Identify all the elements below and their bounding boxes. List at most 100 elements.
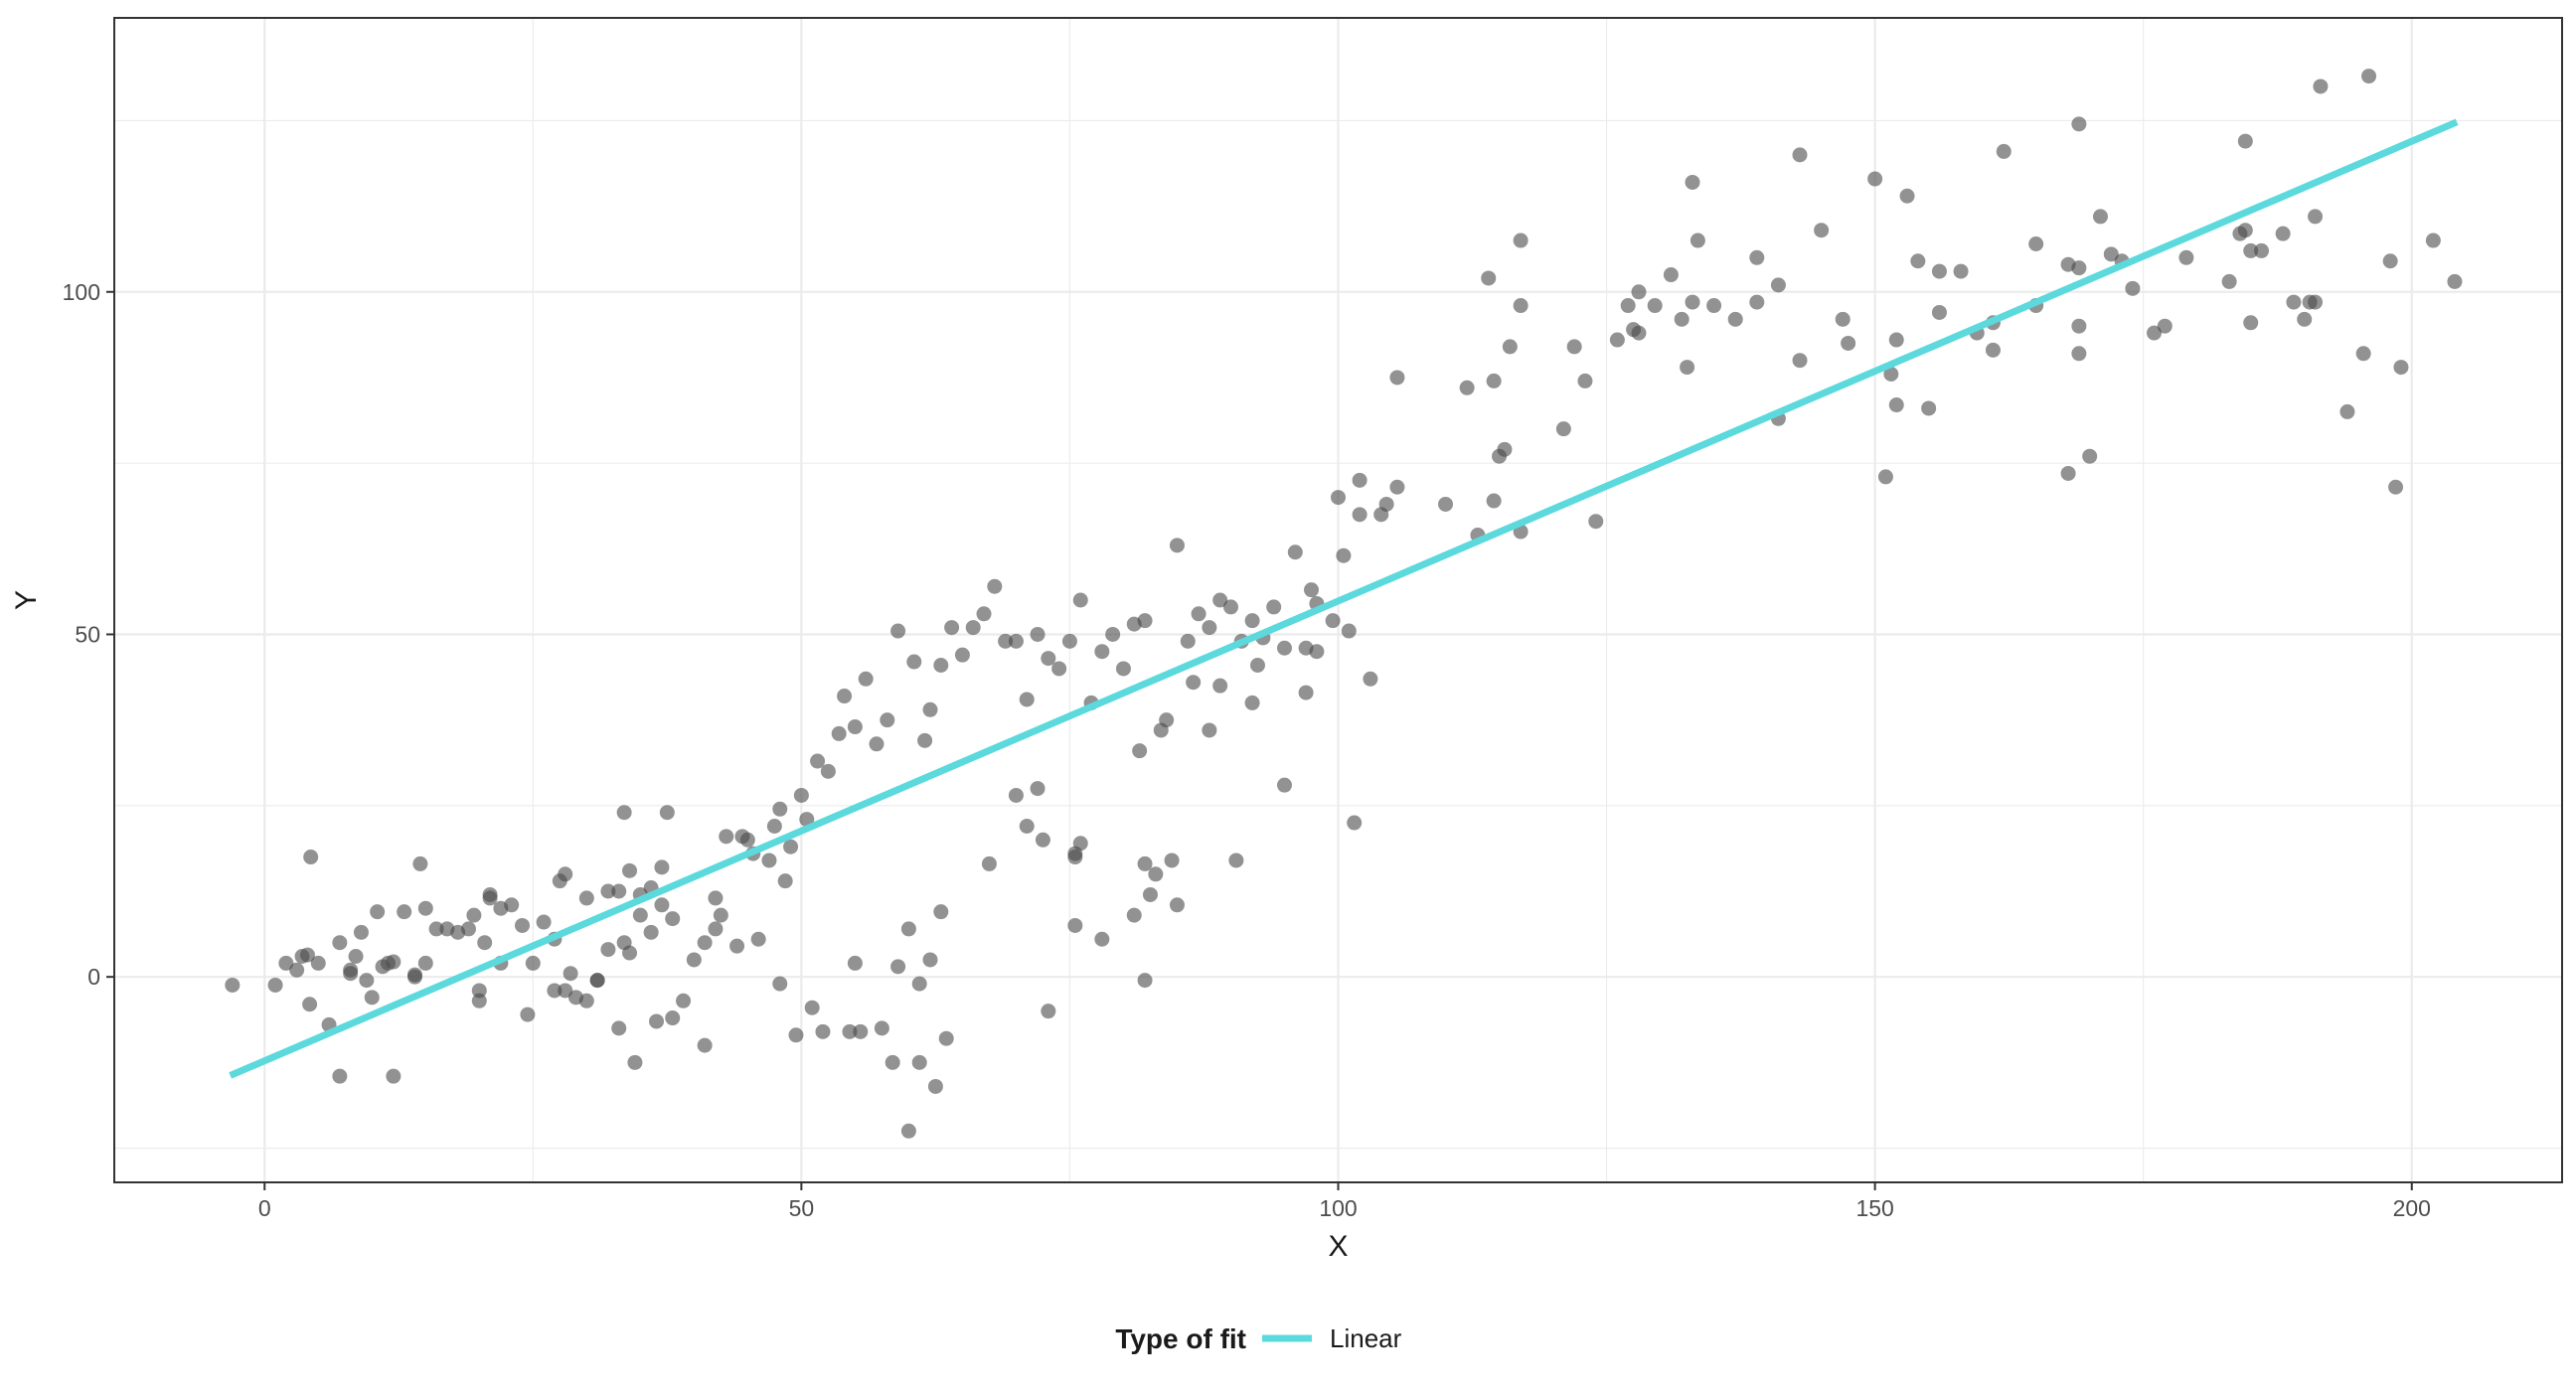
data-point [1244, 695, 1260, 710]
data-point [1486, 373, 1502, 388]
data-point [676, 993, 692, 1008]
data-point [1389, 479, 1405, 495]
data-point [799, 812, 815, 828]
data-point [2103, 246, 2119, 262]
data-point [299, 947, 315, 963]
data-point [632, 907, 648, 923]
x-tick-label: 200 [2393, 1195, 2431, 1221]
data-point [1835, 311, 1851, 327]
data-point [1814, 223, 1830, 238]
data-point [471, 993, 487, 1008]
data-point [2388, 479, 2404, 495]
legend: Type of fit Linear [1115, 1323, 1401, 1354]
data-point [1164, 852, 1180, 868]
data-point [1352, 507, 1368, 523]
data-point [348, 948, 364, 964]
data-point [1008, 787, 1024, 803]
data-point [697, 935, 713, 951]
data-point [1019, 692, 1035, 707]
data-point [428, 921, 444, 937]
data-point [1331, 490, 1346, 506]
data-point [1438, 496, 1454, 512]
data-point [922, 952, 938, 968]
data-point [761, 852, 777, 868]
y-tick-label: 50 [75, 621, 100, 647]
data-point [1706, 298, 1722, 314]
data-point [788, 1027, 804, 1043]
data-point [911, 976, 927, 992]
data-point [1244, 613, 1260, 629]
fit-line-linear [229, 118, 2459, 1079]
data-point [1631, 284, 1647, 300]
data-point [520, 1007, 536, 1022]
data-point [2308, 294, 2324, 310]
data-point [858, 671, 874, 687]
data-point [1883, 366, 1899, 382]
data-point [2157, 318, 2173, 334]
data-point [466, 907, 482, 923]
data-point [2071, 346, 2087, 362]
data-point [364, 990, 380, 1006]
data-point [1910, 253, 1926, 269]
data-point [417, 900, 433, 916]
data-point [2237, 133, 2253, 149]
data-point [880, 712, 895, 728]
data-point [2297, 311, 2313, 327]
data-point [1041, 1004, 1056, 1019]
data-point [1770, 277, 1786, 293]
data-point [1030, 626, 1046, 642]
y-tick-label: 100 [63, 279, 100, 305]
data-point [1169, 897, 1185, 913]
data-point [2393, 360, 2409, 376]
data-point [1347, 815, 1363, 831]
data-point [332, 1068, 348, 1084]
data-point [589, 973, 605, 989]
data-point [1867, 171, 1883, 187]
data-point [278, 955, 294, 971]
data-point [906, 654, 922, 670]
data-point [2125, 280, 2141, 296]
data-point [1041, 651, 1056, 667]
data-point [2221, 273, 2237, 289]
data-point [1727, 311, 1743, 327]
data-point [842, 1023, 858, 1039]
data-point [874, 1020, 889, 1036]
data-point [471, 983, 487, 999]
data-point [2178, 249, 2194, 265]
data-point [302, 997, 318, 1012]
data-point [713, 907, 728, 923]
data-point [1663, 267, 1679, 283]
data-point [2071, 116, 2087, 132]
data-point [343, 966, 359, 982]
grid-lines [114, 18, 2562, 1182]
data-point [600, 942, 616, 958]
data-point [1137, 613, 1153, 629]
data-point [890, 959, 906, 975]
data-point [563, 966, 578, 982]
data-point [1953, 263, 1969, 279]
data-points [225, 69, 2463, 1139]
data-point [847, 719, 863, 735]
data-point [831, 725, 847, 741]
data-point [558, 866, 573, 882]
data-point [772, 976, 788, 992]
data-point [611, 883, 627, 899]
data-point [359, 973, 375, 989]
data-point [987, 578, 1003, 594]
data-point [933, 657, 949, 673]
data-point [515, 917, 530, 933]
data-point [2286, 294, 2302, 310]
data-point [1588, 514, 1604, 530]
data-point [965, 620, 981, 636]
data-point [2425, 232, 2441, 248]
data-point [2254, 242, 2270, 258]
data-point [1249, 657, 1265, 673]
data-point [933, 904, 949, 920]
data-point [1680, 360, 1695, 376]
data-point [1067, 917, 1083, 933]
data-point [2028, 236, 2044, 252]
y-axis-title: Y [10, 590, 43, 610]
data-point [793, 787, 809, 803]
data-point [804, 1000, 820, 1015]
